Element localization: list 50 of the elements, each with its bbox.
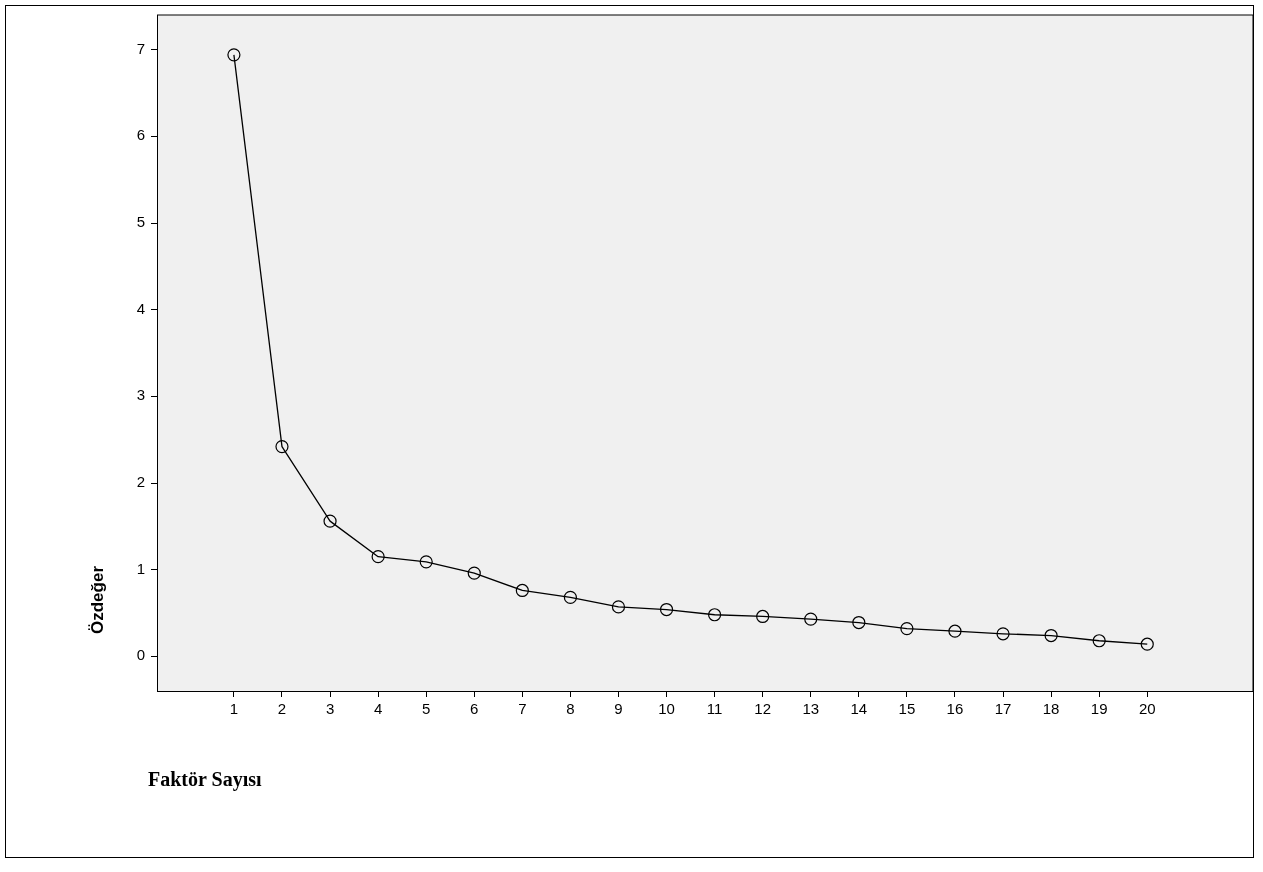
x-tick-label: 6 xyxy=(470,700,479,718)
y-tick-label: 5 xyxy=(136,213,145,231)
point xyxy=(756,609,770,624)
x-tick-label: 13 xyxy=(802,700,820,718)
y-tick-label: 1 xyxy=(136,559,145,577)
y-tick-label: 7 xyxy=(136,39,145,57)
x-tick-label: 8 xyxy=(566,700,575,718)
x-tick-label: 7 xyxy=(518,700,527,718)
x-tick-label: 11 xyxy=(706,700,723,718)
x-tick-label: 3 xyxy=(325,700,335,718)
point xyxy=(371,550,385,564)
x-tick-label: 12 xyxy=(754,700,772,718)
point xyxy=(467,566,481,580)
point xyxy=(275,440,289,454)
x-tick-label: 16 xyxy=(946,700,964,718)
point xyxy=(659,602,674,617)
point xyxy=(996,627,1010,641)
point xyxy=(852,615,866,630)
point xyxy=(948,624,962,638)
x-tick-label: 1 xyxy=(229,700,239,718)
x-tick-label: 19 xyxy=(1090,700,1108,718)
x-tick-label: 15 xyxy=(898,700,916,718)
y-tick-label: 6 xyxy=(136,126,145,144)
point xyxy=(708,608,722,622)
x-axis-title: Faktör Sayısı xyxy=(148,768,262,791)
y-tick-label: 0 xyxy=(136,646,145,664)
point xyxy=(515,583,529,598)
x-tick-label: 18 xyxy=(1042,700,1060,718)
x-tick-label: 9 xyxy=(614,700,623,718)
point xyxy=(419,555,433,569)
x-tick-label: 20 xyxy=(1138,700,1156,718)
x-tick-label: 17 xyxy=(994,700,1012,718)
x-tick-label: 5 xyxy=(422,700,431,718)
x-tick-label: 14 xyxy=(850,700,868,718)
point xyxy=(1044,628,1058,643)
point xyxy=(1092,634,1106,648)
x-tick-label: 4 xyxy=(373,700,383,718)
point xyxy=(1140,637,1154,651)
point xyxy=(804,612,818,626)
y-tick-label: 2 xyxy=(136,473,145,491)
x-tick-label: 2 xyxy=(277,700,287,718)
x-tick-label: 10 xyxy=(658,700,675,718)
point xyxy=(323,514,337,528)
point xyxy=(563,590,577,604)
y-axis-title: Özdeğer xyxy=(88,565,108,634)
point xyxy=(900,622,914,636)
y-tick-label: 4 xyxy=(136,299,145,317)
point xyxy=(227,48,241,62)
y-tick-label: 3 xyxy=(136,386,145,404)
point xyxy=(611,600,626,614)
